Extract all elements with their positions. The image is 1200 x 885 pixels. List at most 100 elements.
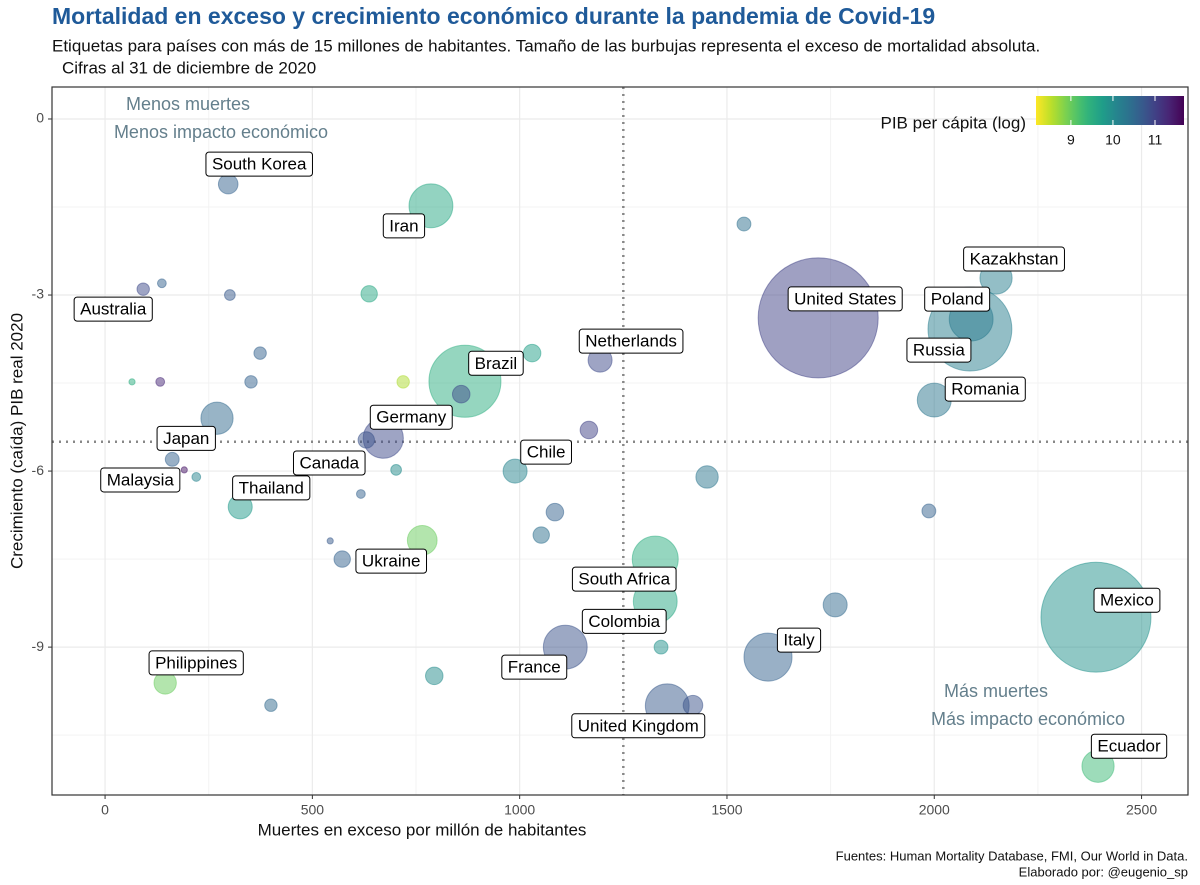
label-box [468,350,524,376]
label-box [501,654,568,680]
y-axis-label: Crecimiento (caída) PIB real 2020 [7,313,26,569]
label-box [571,713,706,739]
label-box [382,213,426,239]
bubble [253,346,267,360]
data-label-group: United Kingdom [571,713,706,739]
label-box [148,650,244,676]
chart-title: Mortalidad en exceso y crecimiento econó… [52,3,935,29]
data-label-group: Brazil [468,350,524,376]
data-label-group: France [501,654,568,680]
bubble [244,375,258,389]
label-box [1090,733,1168,759]
label-box [292,450,366,476]
bubble [532,526,550,544]
data-label: Ecuador [1097,737,1161,756]
data-label-group: Mexico [1093,587,1161,613]
bubble [155,376,166,387]
data-label-group: Canada [292,450,366,476]
data-label-group: Italy [776,627,822,653]
label-box [571,566,677,592]
bubble [264,698,278,712]
data-label: United States [794,289,896,308]
bubble [579,420,599,440]
x-tick-label: 2000 [919,802,950,818]
bubble [326,537,334,545]
bubble [822,592,848,618]
data-label-group: Iran [382,213,426,239]
subtitle: Cifras al 31 de diciembre de 2020 [62,58,316,77]
data-label: Netherlands [585,332,677,351]
data-label-group: Malaysia [100,467,181,493]
bubble [136,282,150,296]
bubble [355,489,366,499]
data-label-group: Colombia [581,608,667,634]
data-label: Philippines [155,653,237,672]
bubble [357,431,375,449]
data-label: Australia [80,300,147,319]
y-tick-label: -6 [32,462,45,478]
data-label: France [508,658,561,677]
bubble [223,289,236,301]
bubble [522,343,542,363]
caption: Elaborado por: @eugenio_sp [1019,864,1188,879]
bubble [695,465,719,489]
label-box [205,151,313,177]
data-label: Chile [527,443,566,462]
data-label: Canada [299,453,359,472]
data-label: Japan [163,429,209,448]
bubble [360,285,378,303]
annotation: Menos impacto económico [114,122,328,142]
colorbar-tick-label: 9 [1067,132,1075,148]
data-label-group: Poland [924,286,991,312]
bubble [545,502,565,522]
label-box [924,286,991,312]
data-label-group: South Korea [205,151,313,177]
label-box [232,475,311,501]
data-label-group: Chile [520,439,572,465]
annotation: Más muertes [944,681,1048,701]
data-label: Iran [389,216,418,235]
data-label: United Kingdom [578,716,699,735]
label-box [963,246,1065,272]
label-box [100,467,181,493]
bubble [757,257,879,379]
data-label-group: United States [787,286,903,312]
data-label-group: Ecuador [1090,733,1168,759]
data-label: Ukraine [362,552,421,571]
data-label-group: Japan [156,425,216,451]
plot-border [51,86,1189,796]
data-label: Brazil [475,354,518,373]
bubble [451,384,471,404]
bubble [921,503,937,519]
bubble [424,666,444,686]
x-tick-label: 0 [101,802,109,818]
label-box [73,296,153,322]
data-label: Kazakhstan [970,249,1059,268]
y-tick-label: 0 [36,110,44,126]
bubble [396,375,410,389]
caption: Fuentes: Human Mortality Database, FMI, … [836,848,1188,863]
label-box [1093,587,1161,613]
subtitle: Etiquetas para países con más de 15 mill… [52,36,1040,55]
colorbar-title: PIB per cápita (log) [880,113,1026,132]
label-box [906,337,972,363]
data-label: South Africa [578,570,670,589]
bubble [333,550,351,568]
label-box [944,376,1026,402]
x-tick-label: 1500 [711,802,742,818]
y-tick-label: -9 [32,638,45,654]
label-box [369,404,453,430]
data-label-group: Ukraine [355,548,428,574]
data-label: Thailand [239,478,304,497]
label-box [581,608,667,634]
label-box [776,627,822,653]
bubble [128,378,136,386]
annotation: Más impacto económico [931,709,1125,729]
bubble [164,451,180,467]
data-label: Mexico [1100,591,1154,610]
x-tick-label: 2500 [1126,802,1157,818]
bubble [736,216,752,232]
data-label: Poland [931,290,984,309]
x-axis-label: Muertes en exceso por millón de habitant… [258,820,587,839]
colorbar-tick-label: 10 [1105,132,1121,148]
